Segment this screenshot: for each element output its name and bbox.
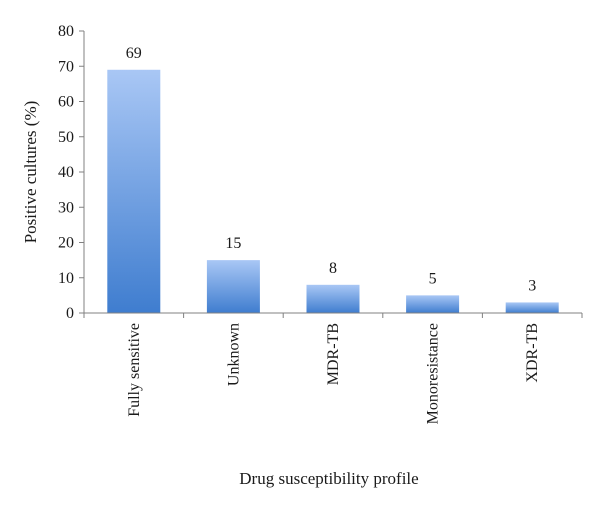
y-tick-label: 60 bbox=[58, 94, 74, 111]
category-label: MDR-TB bbox=[325, 323, 342, 385]
y-axis-title: Positive cultures (%) bbox=[21, 101, 40, 244]
data-label: 8 bbox=[329, 260, 337, 277]
bar-fully-sensitive bbox=[107, 69, 161, 314]
y-axis-ticks: 0 10 20 30 40 50 60 70 80 bbox=[58, 23, 84, 322]
data-label: 5 bbox=[429, 270, 437, 287]
bars bbox=[107, 69, 559, 314]
data-labels: 69 15 8 5 3 bbox=[126, 45, 536, 295]
bar-unknown bbox=[206, 260, 260, 313]
x-axis-title: Drug susceptibility profile bbox=[239, 469, 418, 488]
category-labels: Fully sensitive Unknown MDR-TB Monoresistan… bbox=[126, 323, 541, 424]
category-label: Monoresistance bbox=[425, 323, 442, 424]
x-axis-ticks bbox=[83, 313, 583, 318]
data-label: 3 bbox=[528, 277, 536, 294]
data-label: 69 bbox=[126, 45, 142, 62]
bar-xdr-tb bbox=[505, 302, 559, 313]
y-tick-label: 80 bbox=[58, 23, 74, 40]
category-label: Fully sensitive bbox=[126, 323, 143, 417]
y-tick-label: 0 bbox=[66, 305, 74, 322]
y-tick-label: 20 bbox=[58, 235, 74, 252]
data-label: 15 bbox=[225, 235, 241, 252]
y-tick-label: 30 bbox=[58, 199, 74, 216]
category-label: XDR-TB bbox=[524, 323, 541, 383]
y-tick-label: 50 bbox=[58, 129, 74, 146]
bar-monoresistance bbox=[406, 295, 460, 313]
category-label: Unknown bbox=[225, 323, 242, 386]
y-tick-label: 40 bbox=[58, 164, 74, 181]
bar-mdr-tb bbox=[306, 284, 360, 313]
y-tick-label: 70 bbox=[58, 58, 74, 75]
y-tick-label: 10 bbox=[58, 270, 74, 287]
